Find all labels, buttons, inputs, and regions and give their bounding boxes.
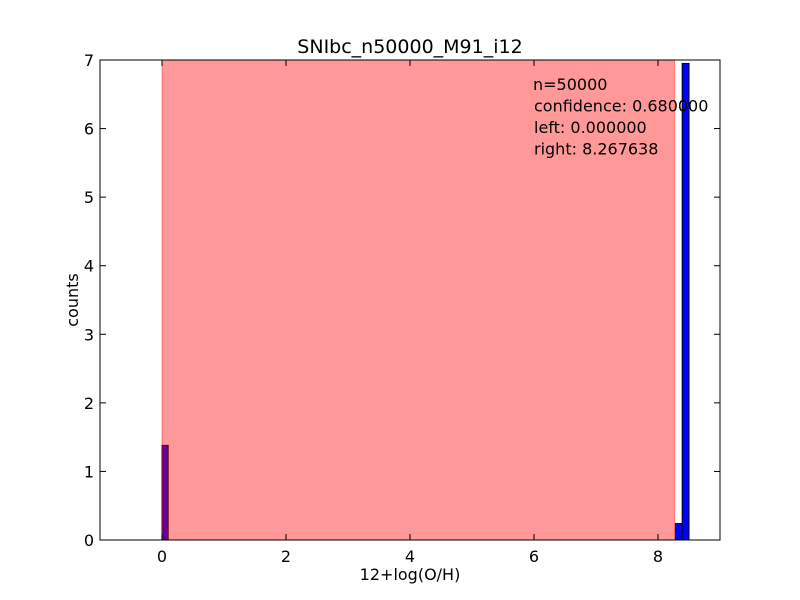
x-tick-label-6: 6 (529, 547, 539, 566)
y-tick-label-0: 0 (84, 531, 94, 550)
x-axis-label: 12+log(O/H) (360, 565, 461, 584)
y-tick-label-7: 7 (84, 51, 94, 70)
y-axis-label: counts (63, 273, 82, 326)
y-tick-label-1: 1 (84, 462, 94, 481)
x-tick-label-0: 0 (157, 547, 167, 566)
stats-annotation: n=50000 confidence: 0.680000 left: 0.00000… (533, 75, 708, 159)
annotation-line-1: n=50000 (533, 75, 607, 94)
chart-title: SNIbc_n50000_M91_i12 (297, 36, 522, 58)
y-tick-label-2: 2 (84, 394, 94, 413)
histogram-bar-2 (674, 523, 683, 541)
x-tick-label-2: 2 (281, 547, 291, 566)
annotation-line-2: confidence: 0.680000 (534, 97, 708, 116)
y-tick-label-4: 4 (84, 257, 94, 276)
x-tick-label-8: 8 (653, 547, 663, 566)
y-tick-label-5: 5 (84, 188, 94, 207)
histogram-bar-3 (681, 62, 690, 541)
annotation-line-4: right: 8.267638 (534, 140, 658, 159)
annotation-line-3: left: 0.000000 (534, 118, 647, 137)
y-tick-label-6: 6 (84, 120, 94, 139)
confidence-region (161, 59, 676, 541)
y-tick-label-3: 3 (84, 325, 94, 344)
x-tick-label-4: 4 (405, 547, 415, 566)
